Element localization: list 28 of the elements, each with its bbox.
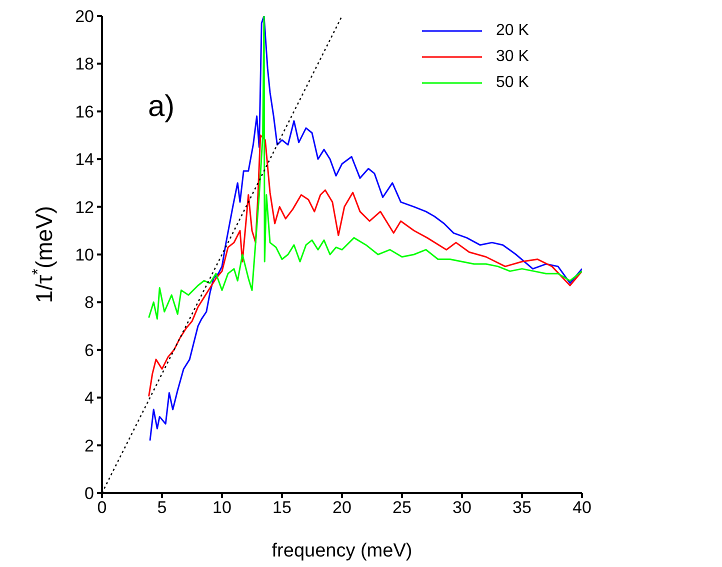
y-tick-label: 6 xyxy=(84,340,94,360)
legend-label: 30 K xyxy=(496,48,529,66)
y-tick-label: 8 xyxy=(84,293,94,312)
y-tick-label: 18 xyxy=(75,54,94,74)
line-series xyxy=(149,16,582,442)
x-tick-label: 10 xyxy=(212,498,232,518)
y-tick-label: 12 xyxy=(75,198,94,217)
y-tick-label: 14 xyxy=(75,150,94,170)
y-tick-label: 0 xyxy=(84,484,94,504)
x-tick-label: 20 xyxy=(332,498,352,518)
y-tick-label: 4 xyxy=(84,388,94,408)
x-tick-label: 40 xyxy=(572,498,592,518)
x-tick-label: 35 xyxy=(512,498,532,518)
legend-label: 50 K xyxy=(496,74,529,92)
y-tick-label: 20 xyxy=(75,7,94,26)
x-tick-label: 30 xyxy=(452,498,472,518)
x-axis-title: frequency (meV) xyxy=(272,540,412,562)
x-tick-label: 5 xyxy=(157,498,167,518)
x-tick-label: 25 xyxy=(392,498,412,518)
y-tick-label: 10 xyxy=(75,246,94,265)
legend-label: 20 K xyxy=(496,22,529,40)
x-tick-label: 15 xyxy=(272,498,292,518)
y-tick-label: 2 xyxy=(84,436,94,456)
line-series xyxy=(148,134,582,398)
annotation: a) xyxy=(148,90,175,124)
y-tick-label: 16 xyxy=(75,102,94,122)
x-tick-label: 0 xyxy=(97,498,107,518)
line-series xyxy=(148,16,582,320)
